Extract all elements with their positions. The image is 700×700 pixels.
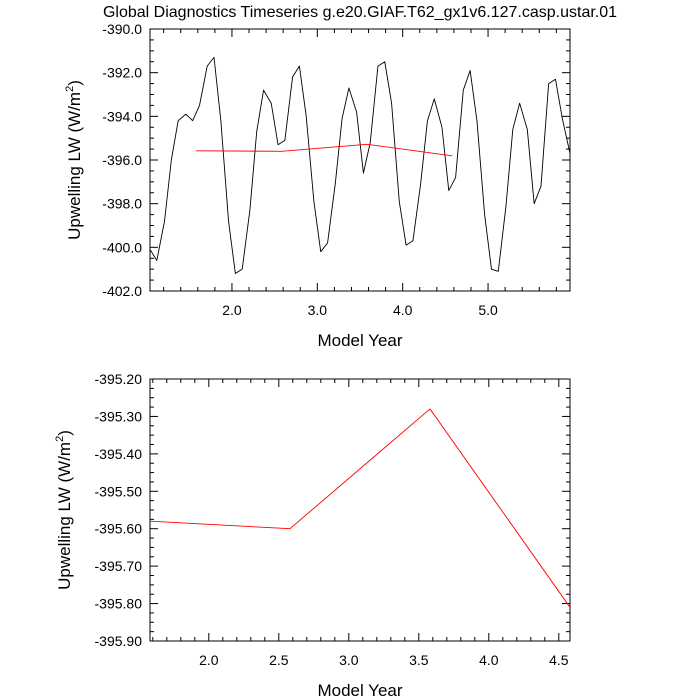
lower-panel: 2.0 2.5 3.0 3.5 4.0 4.5 -395.90 -395.80 -395.70 -… [54, 371, 571, 700]
y-tick-label: -390.0 [102, 21, 142, 37]
x-tick-label: 5.0 [478, 302, 498, 318]
y-tick-label: -400.0 [102, 239, 142, 255]
y-tick-label: -398.0 [102, 196, 142, 212]
upper-panel: 2.0 3.0 4.0 5.0 -402.0 -400.0 -398.0 -396.0 -394… [64, 21, 571, 350]
x-axis-label: Model Year [317, 331, 402, 350]
x-tick-label: 2.0 [199, 652, 219, 668]
y-tick-label: -395.30 [95, 408, 143, 424]
y-tick-label: -395.80 [95, 596, 143, 612]
y-axis-label: Upwelling LW (W/m2) [64, 80, 84, 240]
x-tick-label: 2.0 [222, 302, 242, 318]
x-tick-label: 4.0 [479, 652, 499, 668]
y-tick-label: -392.0 [102, 65, 142, 81]
plot-frame [149, 378, 571, 642]
x-tick-label: 4.0 [393, 302, 413, 318]
y-tick-label: -395.60 [95, 521, 143, 537]
x-tick-label: 3.5 [409, 652, 429, 668]
x-axis-label: Model Year [317, 681, 402, 700]
plot-frame [149, 28, 571, 292]
y-tick-label: -395.40 [95, 446, 143, 462]
y-tick-label: -395.50 [95, 483, 143, 499]
x-tick-label: 2.5 [269, 652, 289, 668]
x-tick-label: 4.5 [549, 652, 569, 668]
y-tick-label: -395.20 [95, 371, 143, 387]
y-tick-label: -396.0 [102, 152, 142, 168]
annual-mean-line [196, 143, 453, 157]
y-tick-label: -394.0 [102, 108, 142, 124]
chart-title: Global Diagnostics Timeseries g.e20.GIAF… [103, 4, 617, 21]
monthly-series-line [149, 56, 571, 274]
annual-mean-line [149, 408, 571, 608]
y-tick-label: -402.0 [102, 283, 142, 299]
x-tick-label: 3.0 [308, 302, 328, 318]
y-axis-label: Upwelling LW (W/m2) [54, 430, 74, 590]
x-tick-label: 3.0 [339, 652, 359, 668]
y-tick-label: -395.90 [95, 633, 143, 649]
y-tick-label: -395.70 [95, 558, 143, 574]
